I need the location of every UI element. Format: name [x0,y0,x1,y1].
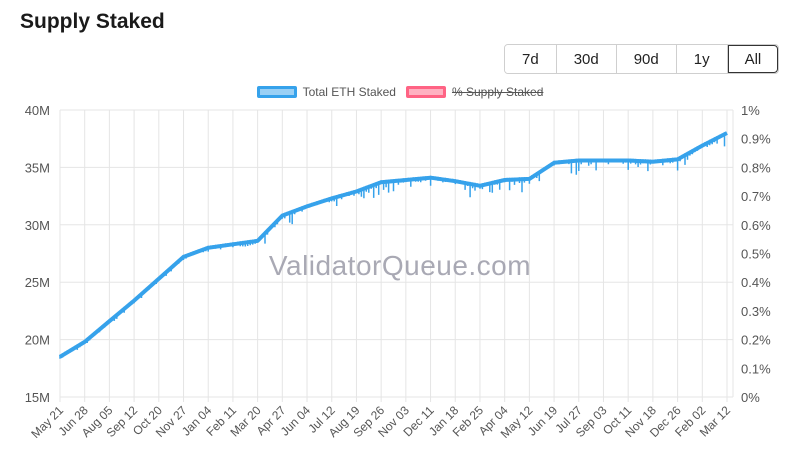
y-axis-tick: 35M [25,160,50,175]
range-30d-button[interactable]: 30d [556,45,617,73]
y-axis-tick: 20M [25,333,50,348]
y2-axis-tick: 0.8% [741,160,771,175]
y2-axis-tick: 0.6% [741,218,771,233]
y2-axis-tick: 0.9% [741,132,771,147]
y2-axis-tick: 0.3% [741,304,771,319]
y2-axis-tick: 0.2% [741,333,771,348]
legend-swatch-blue [256,86,297,98]
page-title: Supply Staked [20,10,165,33]
range-1y-button[interactable]: 1y [676,45,728,73]
legend-label: % Supply Staked [451,85,544,99]
y2-axis-tick: 0.7% [741,189,771,204]
range-7d-button[interactable]: 7d [505,45,557,73]
y2-axis-tick: 1% [741,103,760,118]
y2-axis-tick: 0.1% [741,361,771,376]
legend-item-supply-staked[interactable]: % Supply Staked [405,85,544,99]
y2-axis-tick: 0.5% [741,247,771,262]
range-90d-button[interactable]: 90d [616,45,677,73]
y-axis-tick: 30M [25,218,50,233]
series-noise [59,132,726,359]
y-axis-tick: 25M [25,275,50,290]
y-axis-tick: 40M [25,103,50,118]
chart-legend: Total ETH Staked % Supply Staked [0,85,800,99]
range-all-button[interactable]: All [727,45,779,73]
time-range-selector: 7d 30d 90d 1y All [504,44,780,74]
series-line-total-eth-staked [58,131,728,359]
y2-axis-tick: 0.4% [741,275,771,290]
y-axis-tick: 15M [25,390,50,405]
legend-item-total-eth-staked[interactable]: Total ETH Staked [256,85,396,99]
legend-label: Total ETH Staked [302,85,396,99]
legend-swatch-pink [405,86,446,98]
y2-axis-tick: 0% [741,390,760,405]
watermark: ValidatorQueue.com [268,250,532,281]
